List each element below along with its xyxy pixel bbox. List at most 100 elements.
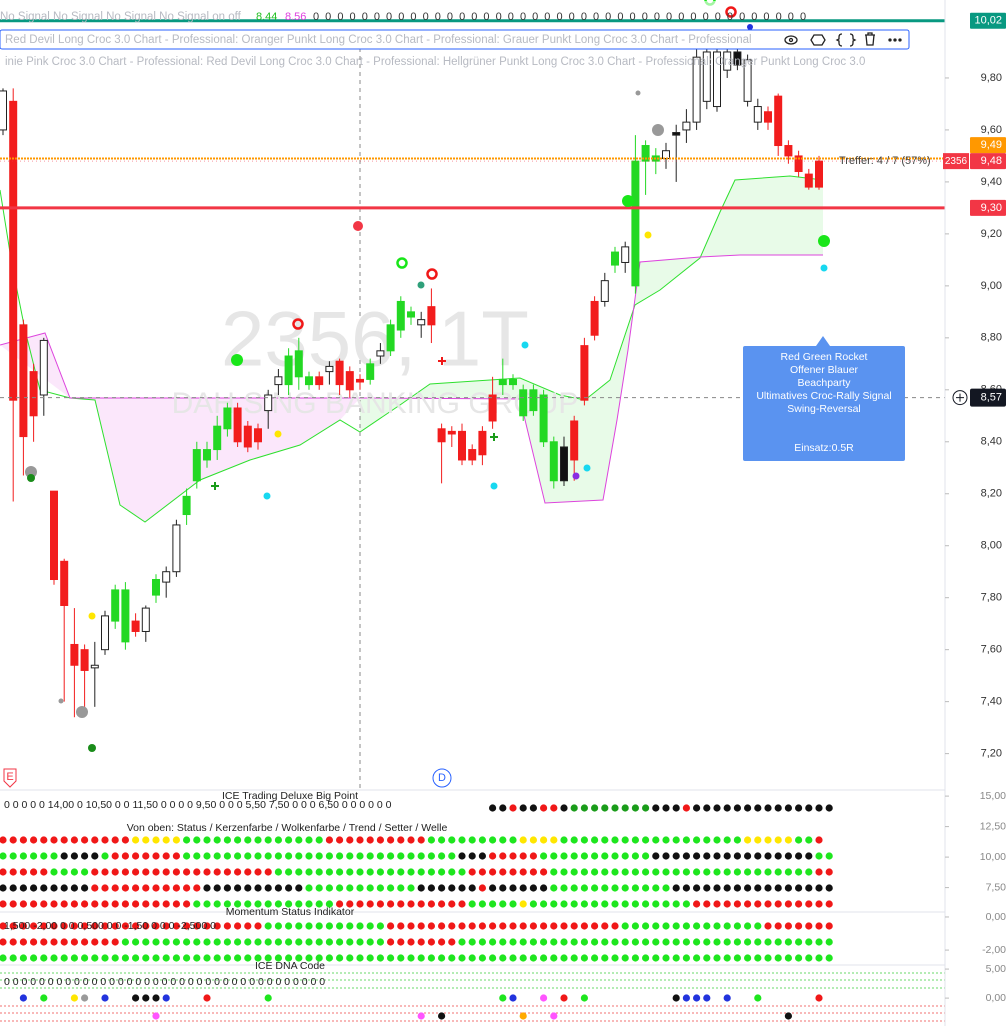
indicator-dot xyxy=(346,900,354,908)
hit-text: Treffer: 4 / 7 (57%) xyxy=(839,155,931,167)
indicator-dot xyxy=(19,938,27,946)
indicator-dot xyxy=(427,836,435,844)
indicator-dot xyxy=(825,868,833,876)
indicator-dot xyxy=(825,938,833,946)
indicator-dot xyxy=(417,836,425,844)
indicator-dot xyxy=(662,922,670,930)
indicator-dot xyxy=(550,900,558,908)
indicator-dot xyxy=(642,836,650,844)
header-value: 8.56 xyxy=(285,11,306,23)
indicator-dot xyxy=(162,852,170,860)
indicator-dot xyxy=(540,938,548,946)
marker-label[interactable]: D xyxy=(438,772,446,784)
indicator-dot xyxy=(295,884,303,892)
indicator-dot xyxy=(570,938,578,946)
indicator-dot xyxy=(631,804,640,812)
indicator-dot xyxy=(682,938,691,946)
watermark: 2356, 1T xyxy=(221,295,529,383)
indicator-dot xyxy=(376,922,384,930)
indicator-dot xyxy=(91,836,99,844)
candle-body xyxy=(192,449,201,482)
pane-subtitle: Von oben: Status / Kerzenfarbe / Wolkenf… xyxy=(127,822,448,834)
indicator-dot xyxy=(40,868,48,876)
indicator-dot xyxy=(499,938,507,946)
indicator-dot xyxy=(325,868,333,876)
indicator-dot xyxy=(662,954,670,962)
candle-body xyxy=(672,132,681,136)
symbol-tag: 2356 xyxy=(945,156,968,167)
candle-body xyxy=(0,90,7,131)
indicator-dot xyxy=(784,938,793,946)
indicator-dot xyxy=(529,852,538,860)
indicator-dot xyxy=(591,938,599,946)
annotation-line: Red Green Rocket xyxy=(781,351,868,363)
indicator-dot xyxy=(346,884,354,892)
indicator-dot xyxy=(0,922,7,930)
indicator-dot xyxy=(784,900,793,908)
crosshair-label-bg xyxy=(970,388,1006,407)
candle-body xyxy=(753,106,762,123)
indicator-dot xyxy=(733,954,742,962)
indicator-dot xyxy=(407,938,415,946)
pane-tick-label: 0,00 xyxy=(986,911,1007,923)
indicator-dot xyxy=(132,884,140,892)
indicator-dot xyxy=(0,836,7,844)
indicator-dot xyxy=(815,852,823,860)
indicator-dot xyxy=(91,900,99,908)
indicator-dot xyxy=(795,884,803,892)
marker-d[interactable] xyxy=(432,768,452,788)
indicator-dot xyxy=(60,868,68,876)
candle-body xyxy=(141,607,150,632)
indicator-dot xyxy=(417,922,425,930)
indicator-dot xyxy=(91,954,99,962)
indicator-dot xyxy=(713,954,721,962)
indicator-dot xyxy=(489,804,497,812)
candle-body xyxy=(468,449,477,461)
indicator-dot xyxy=(152,954,160,962)
indicator-dot xyxy=(407,884,415,892)
candle-body xyxy=(284,355,293,386)
price-label: 9,30 xyxy=(981,202,1002,214)
indicator-dot xyxy=(142,954,150,962)
indicator-dot xyxy=(438,852,446,860)
indicator-dot xyxy=(346,938,354,946)
magenta-line xyxy=(0,254,823,504)
candle-body xyxy=(509,378,517,386)
indicator-dot xyxy=(723,852,731,860)
indicator-dot xyxy=(795,900,803,908)
indicator-dot xyxy=(591,922,599,930)
indicator-dot xyxy=(172,922,180,930)
indicator-dot xyxy=(203,868,211,876)
indicator-dot xyxy=(703,954,711,962)
marker-label[interactable]: E xyxy=(6,771,13,783)
legend-icons[interactable] xyxy=(784,32,902,47)
indicator-dot xyxy=(478,900,486,908)
candle-body xyxy=(662,150,670,160)
indicator-dot xyxy=(693,922,701,930)
indicator-dot xyxy=(570,836,578,844)
indicator-dot xyxy=(40,900,48,908)
indicator-dot xyxy=(121,954,129,962)
marker-e[interactable] xyxy=(3,768,17,788)
indicator-dot xyxy=(152,868,160,876)
indicator-dot xyxy=(784,954,793,962)
indicator-dot xyxy=(50,852,58,860)
indicator-dot xyxy=(162,884,170,892)
indicator-dot xyxy=(713,900,721,908)
indicator-dot xyxy=(40,836,48,844)
indicator-dot xyxy=(172,852,180,860)
indicator-dot xyxy=(744,804,752,812)
indicator-dot xyxy=(519,804,527,812)
indicator-dot xyxy=(652,852,660,860)
candle-body xyxy=(376,350,385,357)
indicator-dot xyxy=(580,994,589,1002)
indicator-dot xyxy=(601,938,609,946)
indicator-dot xyxy=(642,938,650,946)
indicator-dot xyxy=(427,954,435,962)
pane-tick-label: 5,00 xyxy=(986,963,1007,975)
indicator-dot xyxy=(733,852,742,860)
indicator-dot xyxy=(499,836,507,844)
legend-box[interactable] xyxy=(0,29,910,50)
indicator-dot xyxy=(550,868,558,876)
